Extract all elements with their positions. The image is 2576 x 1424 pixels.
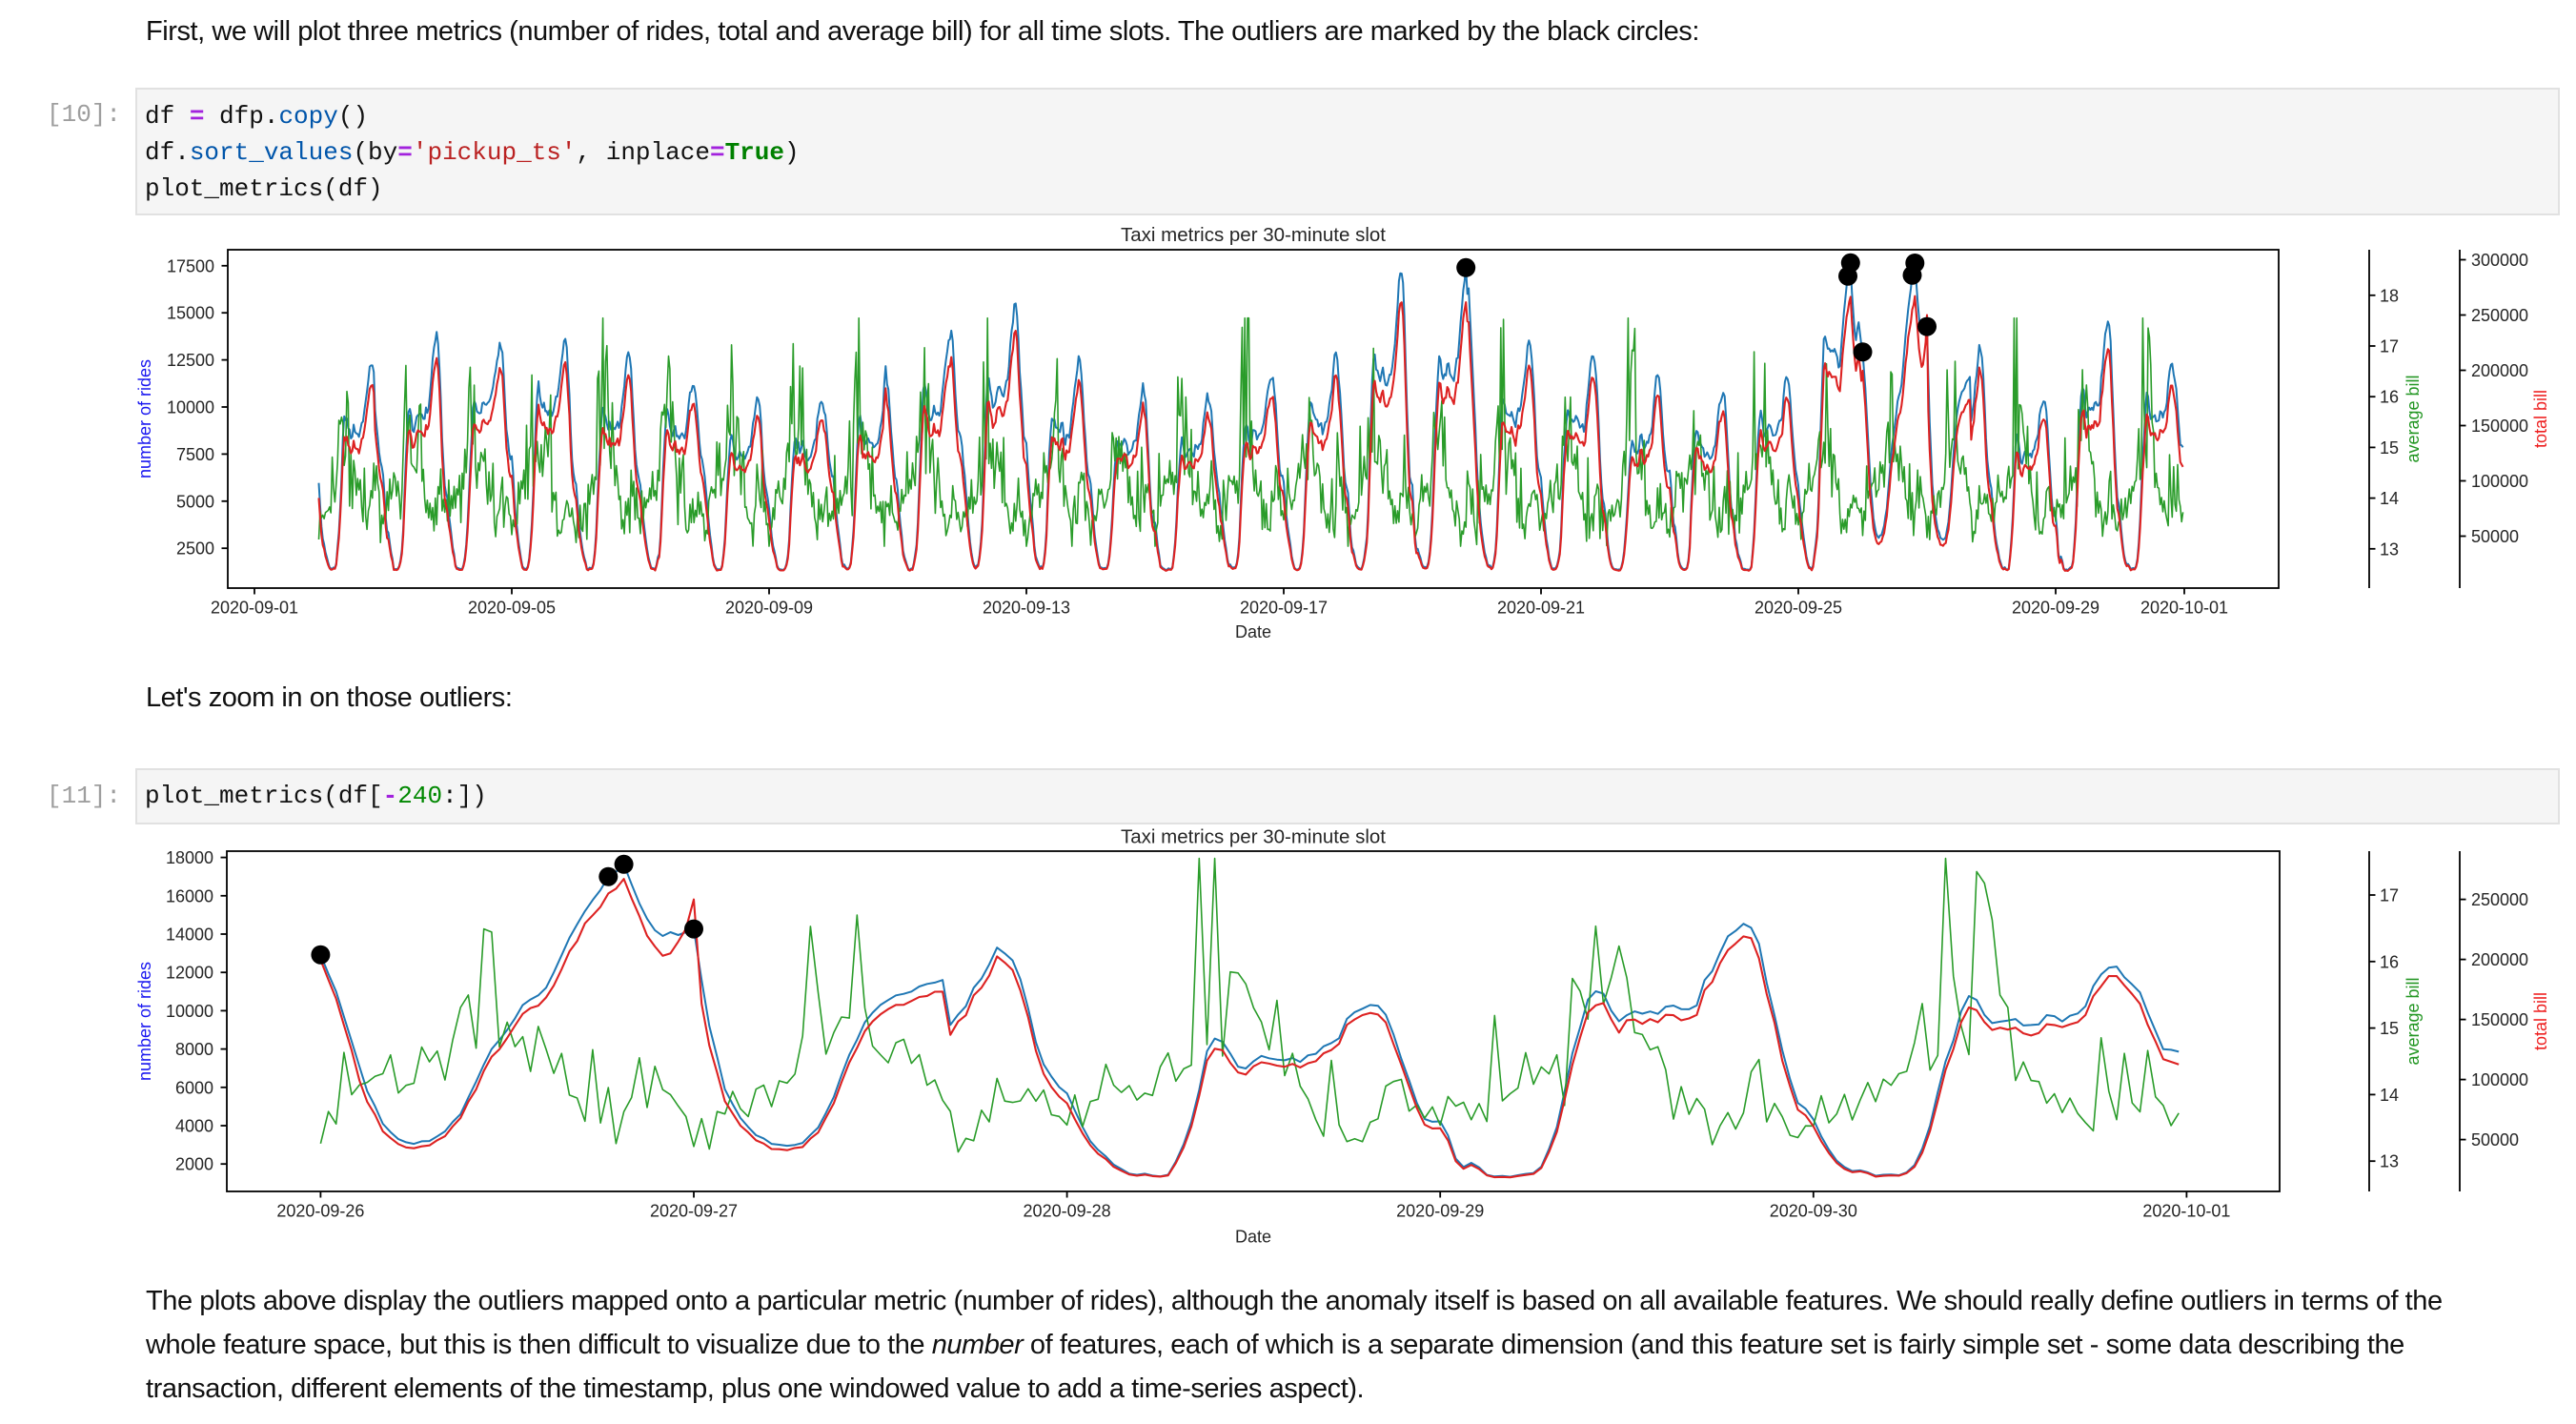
svg-text:100000: 100000	[2471, 1070, 2528, 1089]
svg-text:14: 14	[2380, 489, 2399, 508]
svg-text:5000: 5000	[176, 492, 214, 511]
svg-text:2020-09-28: 2020-09-28	[1024, 1202, 1111, 1221]
svg-text:2020-10-01: 2020-10-01	[2140, 599, 2228, 618]
svg-text:2020-09-17: 2020-09-17	[1240, 599, 1328, 618]
svg-text:18000: 18000	[166, 848, 213, 867]
svg-text:2020-09-13: 2020-09-13	[983, 599, 1070, 618]
svg-text:2020-09-01: 2020-09-01	[211, 599, 298, 618]
svg-text:7500: 7500	[176, 445, 214, 464]
svg-text:300000: 300000	[2471, 251, 2528, 270]
svg-text:50000: 50000	[2471, 1130, 2519, 1149]
svg-text:50000: 50000	[2471, 527, 2519, 546]
svg-text:250000: 250000	[2471, 306, 2528, 325]
svg-text:250000: 250000	[2471, 890, 2528, 909]
svg-text:150000: 150000	[2471, 1010, 2528, 1029]
svg-text:average bill: average bill	[2404, 977, 2423, 1065]
svg-text:17: 17	[2380, 337, 2399, 356]
svg-text:15000: 15000	[167, 304, 214, 323]
svg-text:15: 15	[2380, 1019, 2399, 1038]
svg-text:2020-09-25: 2020-09-25	[1755, 599, 1842, 618]
svg-text:16: 16	[2380, 388, 2399, 407]
svg-text:200000: 200000	[2471, 361, 2528, 380]
svg-text:12000: 12000	[166, 964, 213, 983]
svg-text:150000: 150000	[2471, 417, 2528, 436]
svg-text:10000: 10000	[166, 1002, 213, 1021]
svg-text:average bill: average bill	[2404, 375, 2423, 462]
svg-text:12500: 12500	[167, 351, 214, 370]
svg-text:16000: 16000	[166, 886, 213, 905]
svg-text:13: 13	[2380, 539, 2399, 559]
svg-text:10000: 10000	[167, 398, 214, 417]
svg-text:2020-09-09: 2020-09-09	[725, 599, 813, 618]
svg-text:2020-09-27: 2020-09-27	[650, 1202, 738, 1221]
svg-text:2020-09-21: 2020-09-21	[1497, 599, 1585, 618]
svg-text:16: 16	[2380, 952, 2399, 971]
svg-text:2020-09-29: 2020-09-29	[2012, 599, 2099, 618]
svg-text:17500: 17500	[167, 256, 214, 275]
svg-text:total bill: total bill	[2531, 390, 2550, 448]
svg-text:2020-09-26: 2020-09-26	[276, 1202, 364, 1221]
svg-text:Taxi metrics per 30-minute slo: Taxi metrics per 30-minute slot	[1121, 826, 1386, 848]
svg-text:total bill: total bill	[2531, 992, 2550, 1050]
svg-text:15: 15	[2380, 438, 2399, 458]
svg-text:Date: Date	[1235, 622, 1271, 641]
svg-text:2020-10-01: 2020-10-01	[2142, 1202, 2230, 1221]
svg-text:number of rides: number of rides	[135, 359, 154, 478]
svg-text:200000: 200000	[2471, 950, 2528, 969]
svg-text:2500: 2500	[176, 539, 214, 559]
svg-text:8000: 8000	[175, 1040, 213, 1059]
svg-text:17: 17	[2380, 886, 2399, 905]
svg-text:Date: Date	[1235, 1228, 1271, 1247]
svg-text:100000: 100000	[2471, 472, 2528, 491]
svg-text:2020-09-05: 2020-09-05	[468, 599, 556, 618]
svg-text:14000: 14000	[166, 926, 213, 945]
svg-text:4000: 4000	[175, 1117, 213, 1136]
svg-text:2020-09-29: 2020-09-29	[1396, 1202, 1484, 1221]
svg-text:14: 14	[2380, 1086, 2399, 1105]
svg-text:2000: 2000	[175, 1155, 213, 1174]
svg-text:number of rides: number of rides	[135, 962, 154, 1081]
svg-text:13: 13	[2380, 1152, 2399, 1171]
svg-text:2020-09-30: 2020-09-30	[1770, 1202, 1857, 1221]
svg-text:Taxi metrics per 30-minute slo: Taxi metrics per 30-minute slot	[1121, 224, 1386, 246]
svg-text:18: 18	[2380, 286, 2399, 305]
svg-text:6000: 6000	[175, 1078, 213, 1097]
